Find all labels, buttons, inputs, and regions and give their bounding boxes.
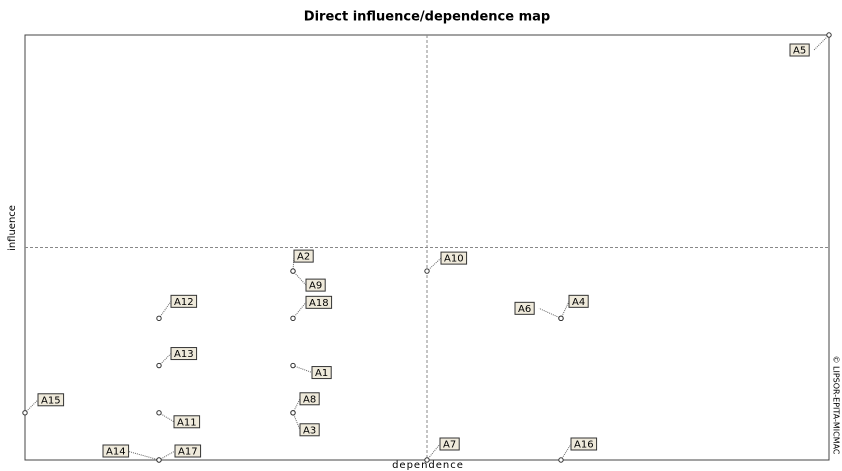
point: [558, 457, 564, 463]
label-box: [37, 393, 65, 407]
leader-line: [426, 443, 441, 461]
point-label: A7: [443, 440, 456, 451]
label-box: [174, 444, 202, 458]
leader-line: [560, 443, 572, 461]
chart-title: Direct influence/dependence map: [304, 10, 550, 25]
label-box: [102, 444, 130, 458]
leader-line: [292, 412, 301, 430]
point: [558, 315, 564, 322]
point: [290, 268, 296, 274]
label-box: [789, 43, 810, 57]
leader-line: [813, 34, 830, 51]
label-box: [293, 249, 314, 263]
point-label: A5: [793, 46, 806, 57]
leader-line: [538, 307, 562, 319]
point-label: A10: [444, 254, 464, 265]
point: [22, 410, 28, 416]
point-label: A18: [309, 298, 329, 309]
point-label: A15: [41, 395, 61, 406]
leader-line: [292, 302, 307, 319]
label-box: [568, 294, 589, 308]
leader-line: [158, 353, 172, 366]
label-box: [299, 423, 320, 437]
point: [156, 315, 162, 322]
leader-line: [158, 301, 172, 319]
point-label: A16: [574, 440, 594, 451]
label-box: [514, 301, 535, 315]
point: [290, 315, 296, 322]
point-label: A13: [174, 349, 194, 360]
leader-line: [292, 270, 307, 286]
point-label: A11: [177, 417, 197, 428]
label-box: [570, 437, 598, 451]
point: [826, 32, 832, 38]
point-label: A6: [518, 304, 531, 315]
y-axis-label: influence: [7, 205, 18, 251]
point: [156, 410, 162, 416]
label-box: [305, 295, 333, 309]
point: [290, 410, 296, 416]
leader-line: [158, 412, 175, 423]
point-label: A12: [174, 297, 194, 308]
point: [156, 362, 162, 369]
label-box: [170, 347, 198, 361]
point: [424, 268, 430, 274]
label-box: [440, 251, 468, 265]
point-label: A9: [309, 281, 322, 292]
leader-line: [560, 301, 570, 319]
leader-line: [24, 399, 39, 414]
label-box: [173, 415, 201, 429]
point-label: A2: [297, 252, 310, 263]
point-label: A17: [178, 447, 198, 458]
x-axis-label: dependence: [392, 460, 464, 471]
point-label: A1: [315, 368, 328, 379]
label-box: [299, 392, 320, 406]
label-box: [439, 437, 460, 451]
point-label: A4: [572, 297, 585, 308]
point: [156, 457, 162, 463]
leader-line: [292, 365, 313, 374]
label-box: [311, 366, 332, 380]
leader-line: [126, 450, 160, 461]
label-box: [170, 294, 198, 308]
point-label: A3: [303, 425, 316, 436]
leader-line: [426, 257, 442, 272]
point-label: A14: [106, 447, 126, 458]
leader-line: [158, 450, 176, 461]
copyright: © LIPSOR-EPITA-MICMAC: [832, 355, 841, 454]
label-box: [305, 278, 326, 292]
point-label: A8: [303, 394, 316, 405]
point: [290, 362, 296, 369]
point: [424, 457, 430, 463]
